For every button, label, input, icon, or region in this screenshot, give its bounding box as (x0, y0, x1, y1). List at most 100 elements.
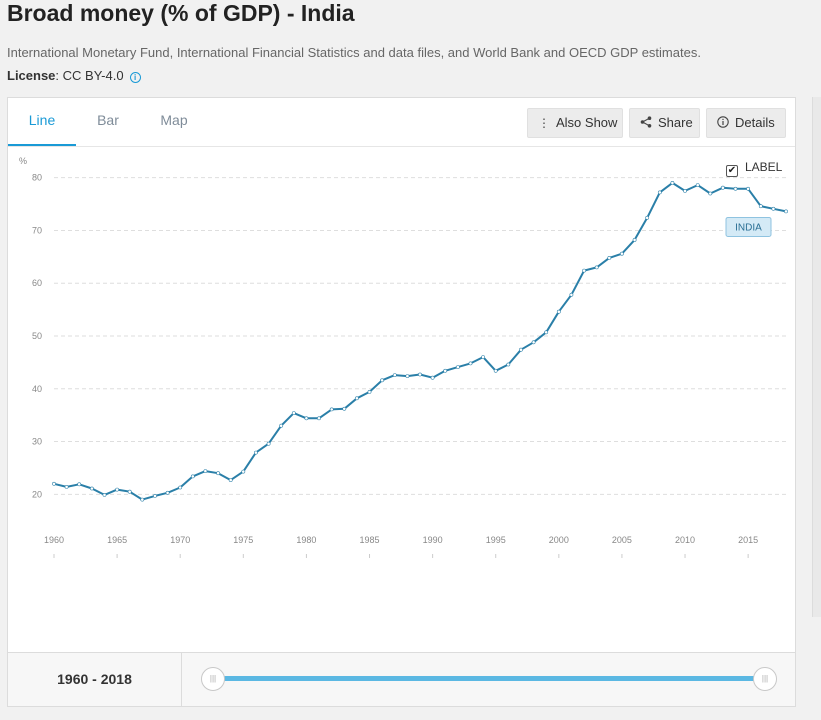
data-point (758, 204, 763, 209)
data-point (291, 411, 296, 416)
data-point (481, 355, 486, 360)
data-point (216, 471, 221, 476)
data-point (695, 183, 700, 188)
data-point (279, 423, 284, 428)
y-tick-label: 60 (32, 278, 42, 288)
data-point (228, 478, 233, 483)
x-tick-label: 2005 (612, 535, 632, 545)
y-tick-label: 30 (32, 437, 42, 447)
data-point (342, 406, 347, 411)
data-point (253, 450, 258, 455)
data-point (746, 186, 751, 191)
line-chart: 20 30 40 50 60 70 80 1960 1965 1970 1975 1980 1985 19… (32, 173, 788, 558)
data-point (645, 215, 650, 220)
data-point (607, 256, 612, 260)
data-point (418, 372, 422, 377)
also-show-label: Also Show (556, 115, 618, 130)
data-point (556, 309, 561, 314)
range-slider-start-handle[interactable]: ||| (201, 667, 225, 691)
range-slider-end-handle[interactable]: ||| (753, 667, 777, 691)
vertical-dots-icon: ⋮ (538, 116, 550, 130)
data-point (64, 484, 69, 489)
y-tick-label: 40 (32, 384, 42, 394)
data-point (657, 190, 662, 195)
data-point (670, 181, 675, 185)
license-label: License (7, 68, 56, 83)
x-tick-label: 1990 (423, 535, 443, 545)
data-point (430, 375, 435, 380)
info-circle-icon (717, 109, 729, 137)
data-point (165, 490, 170, 495)
data-point (708, 191, 713, 196)
data-point (506, 362, 511, 367)
x-tick-label: 2000 (549, 535, 569, 545)
data-point (582, 268, 587, 273)
data-point (266, 441, 271, 446)
data-point (102, 492, 107, 497)
data-point (544, 330, 549, 335)
data-point (455, 365, 460, 370)
license-line: License: CC BY-4.0 i (7, 68, 141, 83)
data-point (241, 469, 246, 474)
data-point (405, 374, 410, 379)
y-tick-label: 80 (32, 173, 42, 183)
data-point (115, 487, 120, 492)
data-point (140, 497, 145, 502)
data-point (90, 486, 94, 491)
also-show-button[interactable]: ⋮ Also Show (527, 108, 623, 138)
range-slider-track[interactable] (223, 676, 763, 681)
license-value: : CC BY-4.0 (55, 68, 124, 83)
label-toggle[interactable]: ✔ LABEL (726, 160, 782, 177)
x-tick-label: 1980 (296, 535, 316, 545)
data-point (329, 407, 334, 412)
share-icon (640, 109, 652, 137)
data-point (771, 206, 776, 211)
y-axis-unit: % (19, 156, 28, 166)
year-range-label: 1960 - 2018 (8, 653, 182, 706)
data-point (519, 347, 523, 352)
data-point (77, 482, 82, 487)
series-end-label: INDIA (735, 222, 762, 233)
data-point (380, 378, 385, 383)
page-title: Broad money (% of GDP) - India (7, 0, 355, 26)
data-point (178, 485, 183, 490)
data-point (304, 416, 309, 421)
data-point (594, 265, 599, 270)
chart-card: Line Bar Map ⋮ Also Show Share Details (7, 97, 796, 707)
series-end-label-box (725, 216, 772, 237)
data-point (392, 373, 397, 378)
data-point (531, 340, 536, 345)
tab-map[interactable]: Map (160, 112, 188, 128)
data-point (317, 416, 321, 421)
side-panel-edge (812, 97, 821, 617)
data-point (569, 292, 574, 297)
checkbox-checked-icon[interactable]: ✔ (726, 165, 738, 177)
x-tick-label: 1970 (170, 535, 190, 545)
data-point (721, 185, 725, 190)
label-toggle-text: LABEL (745, 160, 783, 174)
data-point (683, 189, 687, 193)
data-point (203, 469, 208, 474)
y-tick-label: 20 (32, 489, 42, 499)
x-tick-label: 1975 (233, 535, 253, 545)
data-point (190, 474, 195, 479)
data-point (354, 396, 359, 401)
data-point (153, 493, 157, 498)
data-point (52, 481, 56, 486)
tab-bar[interactable]: Bar (97, 112, 119, 128)
y-tick-label: 70 (32, 225, 42, 235)
details-button[interactable]: Details (706, 108, 786, 138)
x-tick-label: 1960 (44, 535, 64, 545)
data-point (443, 368, 448, 373)
x-tick-label: 1965 (107, 535, 127, 545)
share-button[interactable]: Share (629, 108, 700, 138)
data-point (493, 368, 498, 373)
data-point (468, 361, 473, 366)
data-point (733, 186, 738, 191)
tab-line[interactable]: Line (8, 98, 76, 146)
x-tick-label: 2010 (675, 535, 695, 545)
data-point (127, 489, 132, 494)
info-icon[interactable]: i (129, 72, 141, 83)
source-text: International Monetary Fund, Internation… (7, 45, 701, 60)
data-point (620, 251, 624, 256)
